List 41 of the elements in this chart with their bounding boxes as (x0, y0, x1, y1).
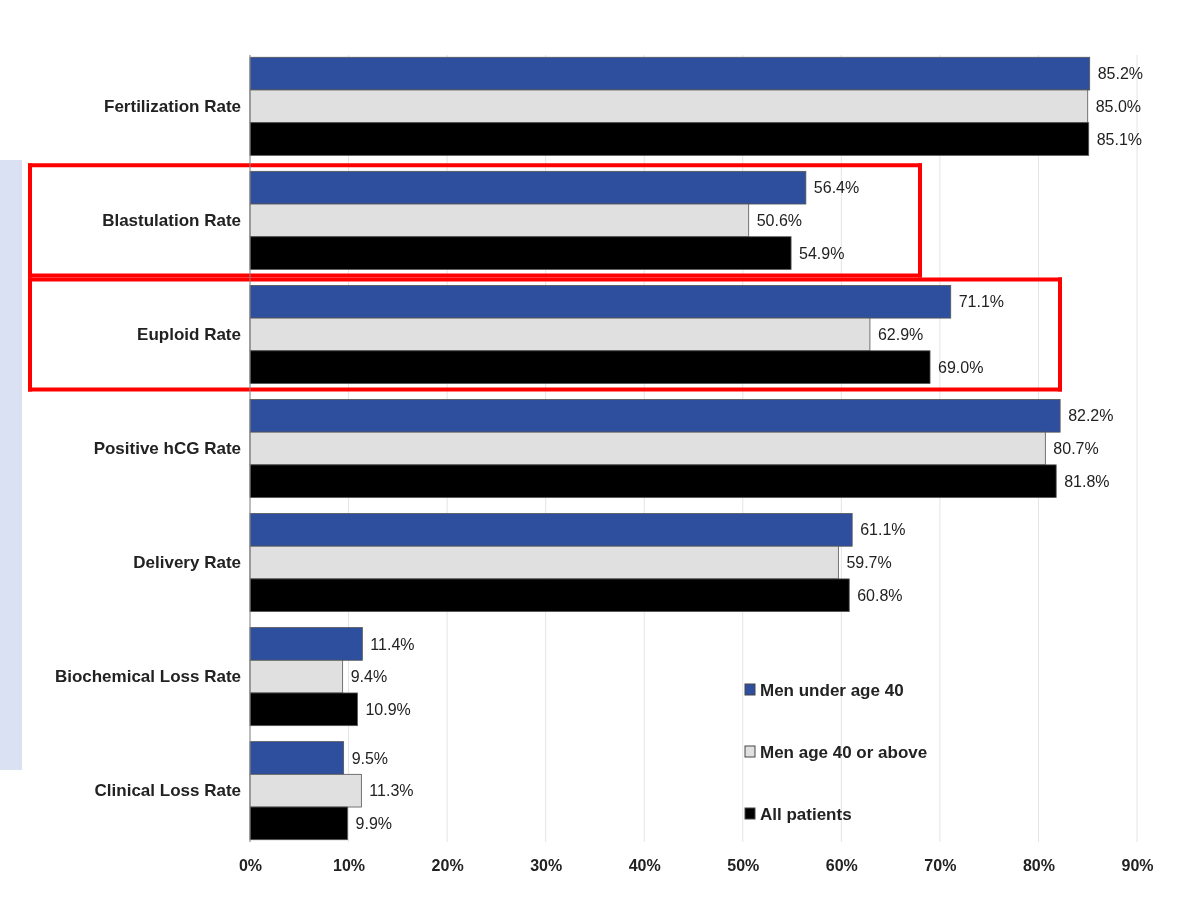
x-tick-label: 40% (628, 857, 661, 874)
legend-label: Men age 40 or above (760, 742, 928, 762)
x-tick-label: 20% (431, 857, 464, 874)
data-label: 11.3% (369, 782, 414, 800)
data-label: 50.6% (756, 211, 803, 229)
data-label: 54.9% (799, 244, 845, 262)
data-label: 60.8% (857, 586, 903, 604)
x-tick-label: 70% (924, 857, 957, 874)
data-label: 56.4% (813, 179, 860, 197)
legend-label: All patients (760, 804, 852, 824)
x-tick-label: 80% (1022, 857, 1055, 874)
y-tick-label: Fertilization Rate (104, 96, 241, 116)
data-label: 9.4% (350, 668, 388, 686)
x-tick-label: 30% (530, 857, 563, 874)
data-label: 81.8% (1064, 472, 1110, 490)
data-label: 11.4% (370, 635, 415, 653)
data-label: 82.2% (1068, 407, 1114, 425)
data-label: 59.7% (846, 554, 892, 572)
data-label: 62.9% (877, 326, 924, 344)
legend-label: Men under age 40 (760, 680, 904, 700)
x-tick-label: 0% (238, 857, 263, 874)
x-tick-label: 60% (825, 857, 858, 874)
x-tick-label: 50% (727, 857, 760, 874)
y-tick-label: Blastulation Rate (102, 210, 241, 230)
data-label: 10.9% (365, 700, 411, 718)
y-tick-label: Clinical Loss Rate (94, 781, 241, 801)
data-label: 85.1% (1096, 130, 1143, 148)
y-tick-label: Positive hCG Rate (93, 438, 241, 458)
x-tick-label: 90% (1121, 857, 1154, 874)
data-label: 80.7% (1053, 440, 1099, 458)
data-label: 69.0% (938, 358, 984, 376)
data-label: 85.0% (1095, 97, 1142, 115)
y-tick-label: Delivery Rate (133, 553, 241, 572)
data-label: 9.5% (351, 749, 389, 767)
y-tick-label: Euploid Rate (137, 324, 241, 344)
data-label: 71.1% (958, 293, 1005, 311)
data-label: 61.1% (860, 521, 906, 539)
data-label: 9.9% (355, 814, 393, 832)
data-label: 85.2% (1097, 65, 1144, 83)
x-tick-label: 10% (333, 857, 366, 874)
y-tick-label: Biochemical Loss Rate (54, 667, 241, 687)
